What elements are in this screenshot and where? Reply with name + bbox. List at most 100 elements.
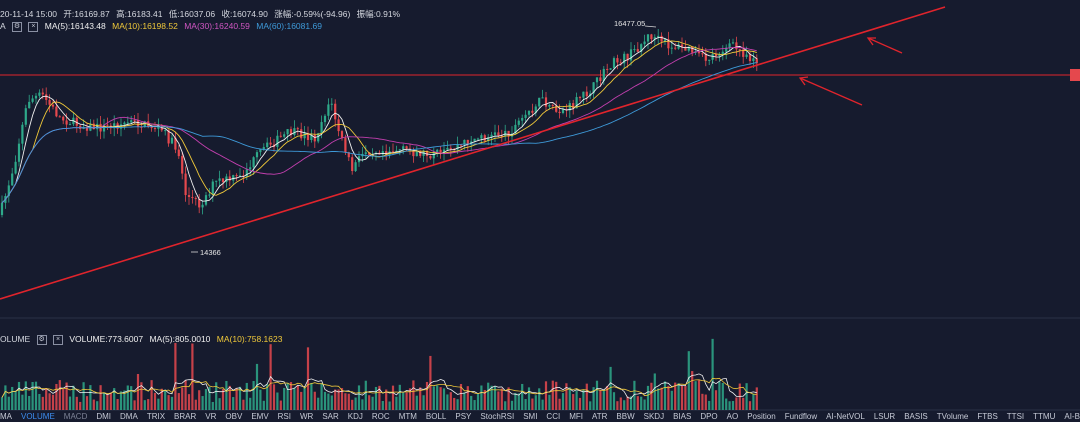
tab-basis[interactable]: BASIS [904,412,928,421]
volume-bar [582,389,585,410]
tab-ttmu[interactable]: TTMU [1033,412,1056,421]
tab-wr[interactable]: WR [300,412,314,421]
settings-icon[interactable]: ⚙ [12,21,23,32]
candle-body [293,128,296,135]
tab-volume[interactable]: VOLUME [21,412,55,421]
volume-bar [41,396,44,410]
volume-bar [694,381,697,410]
volume-bar [38,393,41,410]
volume-bar [201,396,204,410]
tab-obv[interactable]: OBV [225,412,243,421]
tab-ai-netvol[interactable]: AI-NetVOL [826,412,865,421]
candle-body [255,152,259,158]
candle-body [398,149,401,151]
tab-macd[interactable]: MACD [63,412,88,421]
candle-body [45,94,48,100]
volume-bar [187,394,191,410]
tab-ai-bsi[interactable]: AI-BSI [1064,412,1080,421]
candle-body [572,103,575,109]
tab-psy[interactable]: PSY [455,412,472,421]
candle-body [337,119,340,132]
candle-body [704,53,707,61]
volume-bar [147,399,150,410]
volume-settings-icon[interactable]: ⚙ [36,334,47,345]
candle-body [514,124,517,134]
volume-bar [310,382,313,410]
candle-body [402,146,405,150]
volume-bar [432,386,435,410]
tab-bias[interactable]: BIAS [673,412,692,421]
candle-body [646,34,650,42]
volume-bar [412,380,415,410]
tab-dpo[interactable]: DPO [700,412,718,421]
volume-bar [177,393,180,410]
tab-dma[interactable]: DMA [120,412,138,421]
tab-emv[interactable]: EMV [251,412,269,421]
volume-bar [286,382,289,410]
volume-bar [371,396,374,410]
volume-bar [133,400,136,410]
tab-trix[interactable]: TRIX [146,412,166,421]
candle-body [544,97,548,107]
volume-bar [449,392,452,410]
tab-atr[interactable]: ATR [591,412,608,421]
candle-body [459,144,463,146]
tab-brar[interactable]: BRAR [174,412,197,421]
tab-mfi[interactable]: MFI [569,412,583,421]
candle-body [602,68,605,81]
tab-dmi[interactable]: DMI [96,412,112,421]
candle-body [446,147,449,150]
tab-tvolume[interactable]: TVolume [936,412,969,421]
volume-bar [633,380,636,410]
tab-skdj[interactable]: SKDJ [643,412,665,421]
tab-lsur[interactable]: LSUR [873,412,896,421]
tab-smi[interactable]: SMI [523,412,538,421]
tab-ftbs[interactable]: FTBS [977,412,998,421]
volume-bar [14,390,17,410]
candle-body [412,151,415,157]
tab-kdj[interactable]: KDJ [347,412,363,421]
volume-bar [568,387,571,410]
high-marker-line [644,25,657,28]
tab-position[interactable]: Position [747,412,776,421]
tab-ma[interactable]: MA [0,412,12,421]
tab-rsi[interactable]: RSI [277,412,291,421]
ma30-value: MA(30):16240.59 [184,21,250,31]
volume-bar [589,401,592,410]
tab-boll[interactable]: BOLL [425,412,447,421]
candle-body [279,135,282,137]
volume-bar [459,383,463,410]
volume-bar [249,397,252,410]
volume-bar [572,394,575,410]
tab-roc[interactable]: ROC [371,412,390,421]
tab-ao[interactable]: AO [726,412,739,421]
candle-body [320,122,323,134]
candle-body [85,126,89,131]
amplitude-value: 振幅:0.91% [356,9,401,19]
volume-bar [184,380,187,410]
candle-body [612,58,616,69]
candle-body [21,124,24,144]
candle-body [150,126,153,129]
tab-bbw[interactable]: BBW [616,412,635,421]
tab-sar[interactable]: SAR [322,412,339,421]
tab-vr[interactable]: VR [205,412,217,421]
volume-bar [623,400,626,410]
tab-fundflow[interactable]: Fundflow [784,412,818,421]
close-icon[interactable]: × [28,21,39,32]
candle-body [575,97,578,109]
candle-body [578,97,582,99]
tab-cci[interactable]: CCI [546,412,561,421]
volume-bar [327,393,330,410]
tab-mtm[interactable]: MTM [398,412,417,421]
tab-ttsi[interactable]: TTSI [1006,412,1025,421]
volume-close-icon[interactable]: × [52,334,63,345]
volume-bar [714,390,718,410]
volume-bar [330,395,333,410]
candle-body [123,122,126,125]
volume-bar [442,388,446,410]
candle-body [548,104,551,107]
candle-body [405,146,408,149]
tab-stochrsi[interactable]: StochRSI [480,412,515,421]
